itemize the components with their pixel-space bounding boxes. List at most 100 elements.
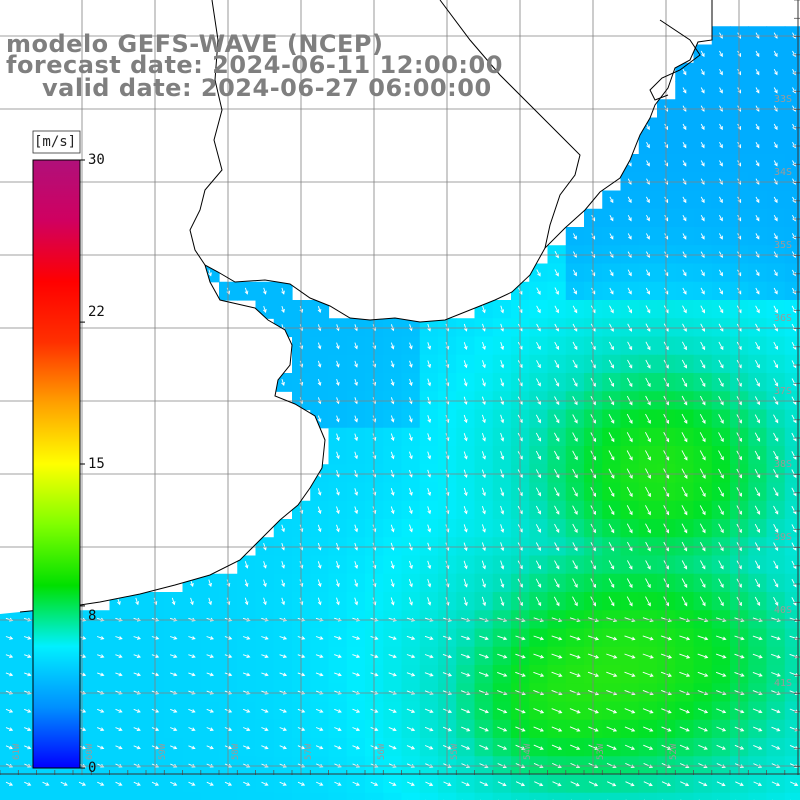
wind-arrow-head <box>592 474 596 479</box>
wind-arrow-shaft <box>773 596 779 606</box>
wind-arrow-head <box>719 144 723 149</box>
wind-arrow-head <box>409 491 413 496</box>
wind-arrow-head <box>409 546 413 551</box>
wind-arrow-head <box>774 583 779 588</box>
lon-label: 55W <box>450 743 460 760</box>
wind-arrow-shaft <box>700 123 705 130</box>
wind-arrow-shaft <box>535 505 541 515</box>
wind-arrow <box>608 523 615 534</box>
wind-arrow-shaft <box>682 123 687 130</box>
wind-arrow-shaft <box>409 451 413 459</box>
wind-arrow-head <box>390 345 395 350</box>
wind-arrow-head <box>682 126 687 131</box>
wind-arrow <box>500 396 505 406</box>
wind-arrow <box>754 432 761 442</box>
wind-arrow <box>608 450 615 461</box>
wind-arrow-head <box>482 528 486 533</box>
wind-arrow-head <box>646 272 650 277</box>
wind-arrow-shaft <box>206 636 214 640</box>
wind-arrow-head <box>755 290 760 295</box>
wind-arrow-shaft <box>336 524 340 532</box>
wind-arrow-head <box>409 565 413 570</box>
wind-arrow-head <box>555 309 559 314</box>
wind-arrow <box>572 359 578 369</box>
wind-arrow-shaft <box>792 178 796 185</box>
speed-cell <box>164 792 184 800</box>
wind-arrow-head <box>574 492 578 497</box>
wind-arrow-head <box>628 162 632 167</box>
wind-arrow-shaft <box>626 596 633 606</box>
wind-arrow-shaft <box>645 287 650 295</box>
wind-arrow-shaft <box>409 560 413 569</box>
wind-arrow <box>244 287 249 295</box>
wind-arrow-head <box>263 546 267 551</box>
wind-arrow-head <box>682 162 687 167</box>
wind-arrow <box>463 433 468 442</box>
speed-cell <box>511 792 530 800</box>
wind-arrow-shaft <box>463 487 468 496</box>
speed-cell <box>419 792 439 800</box>
wind-arrow <box>645 359 651 369</box>
wind-arrow <box>608 505 615 516</box>
wind-arrow-head <box>646 162 650 167</box>
wind-arrow-shaft <box>354 542 358 550</box>
wind-arrow-head <box>720 456 724 461</box>
wind-arrow-head <box>701 71 705 76</box>
wind-arrow-shaft <box>608 395 614 405</box>
wind-arrow-shaft <box>354 579 358 587</box>
wind-arrow-head <box>755 144 760 149</box>
wind-arrow-shaft <box>572 396 578 405</box>
wind-arrow <box>755 123 760 131</box>
wind-arrow-head <box>740 636 745 641</box>
wind-arrow-shaft <box>773 269 778 276</box>
wind-arrow-head <box>537 345 541 350</box>
wind-arrow <box>554 505 560 515</box>
wind-arrow-head <box>702 456 706 461</box>
wind-arrow <box>554 432 560 442</box>
wind-arrow <box>773 432 779 442</box>
wind-arrow <box>754 414 761 424</box>
wind-arrow-shaft <box>500 578 504 588</box>
wind-arrow <box>719 196 723 204</box>
wind-arrow-shaft <box>608 578 615 588</box>
wind-arrow-head <box>758 636 763 641</box>
wind-arrow-shaft <box>500 451 504 460</box>
wind-arrow <box>500 505 505 515</box>
wind-arrow-head <box>610 438 615 443</box>
wind-arrow-head <box>118 636 123 640</box>
wind-arrow-head <box>411 617 416 622</box>
wind-arrow-head <box>299 308 304 313</box>
wind-arrow-head <box>701 235 705 240</box>
wind-arrow-shaft <box>281 579 285 587</box>
wind-arrow-head <box>719 217 723 222</box>
wind-arrow-shaft <box>279 636 287 640</box>
wind-arrow <box>408 597 413 606</box>
lat-label: 35S <box>773 240 792 251</box>
wind-arrow-head <box>756 583 760 588</box>
wind-arrow-shaft <box>645 341 651 350</box>
wind-arrow-shaft <box>500 414 504 423</box>
wind-arrow-shaft <box>755 323 760 332</box>
wind-arrow <box>554 560 560 570</box>
wind-arrow-shaft <box>700 50 705 57</box>
wind-arrow <box>699 596 706 607</box>
wind-arrow <box>608 560 615 570</box>
speed-cell <box>784 44 800 64</box>
wind-arrow-head <box>774 474 779 479</box>
wind-arrow-shaft <box>646 178 650 185</box>
wind-arrow-shaft <box>715 635 726 640</box>
wind-arrow <box>427 360 432 369</box>
wind-arrow-head <box>317 308 322 313</box>
wind-arrow <box>627 196 632 204</box>
wind-arrow-head <box>555 419 560 424</box>
wind-arrow <box>427 597 432 606</box>
wind-arrow <box>554 487 560 497</box>
wind-arrow-shaft <box>608 541 614 551</box>
wind-arrow-shaft <box>390 542 394 551</box>
wind-arrow-head <box>390 601 395 606</box>
wind-arrow <box>190 597 194 606</box>
wind-arrow-head <box>720 511 724 516</box>
wind-arrow-shaft <box>354 524 358 532</box>
wind-arrow-shaft <box>463 506 468 514</box>
wind-arrow-head <box>482 364 486 369</box>
